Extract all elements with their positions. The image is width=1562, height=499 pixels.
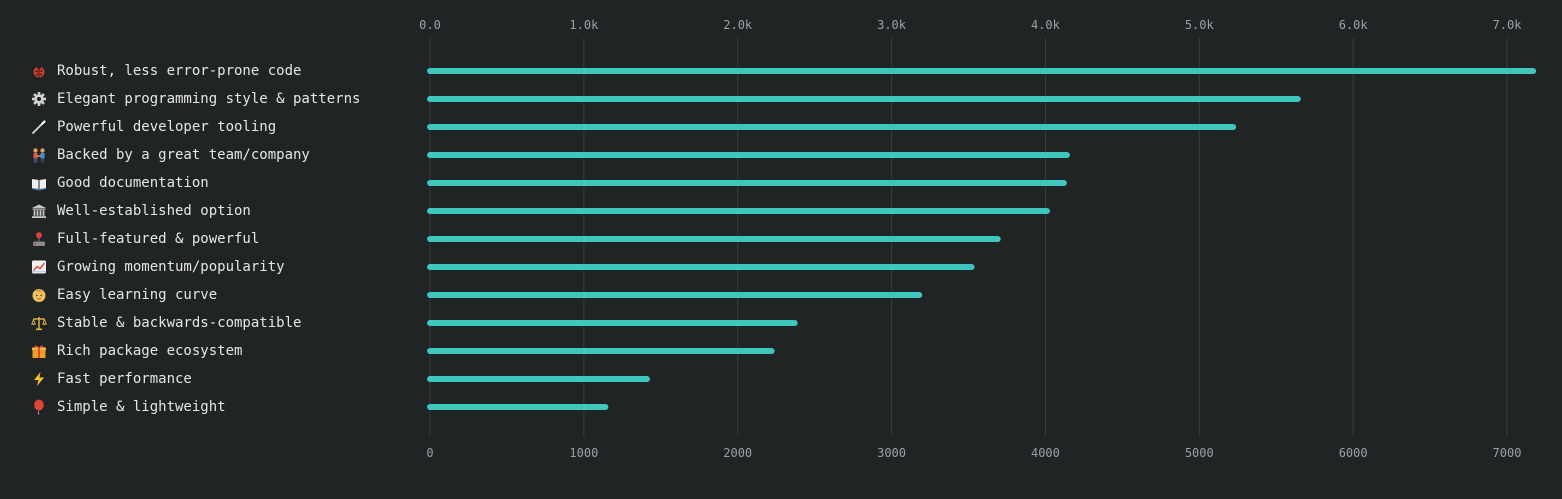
category-row: Simple & lightweight [31,397,226,417]
balance-scale-icon [31,315,47,331]
category-row: Well-established option [31,201,251,221]
people-holding-hands-icon [31,147,47,163]
bottom-tick-label: 7000 [1493,446,1522,460]
bottom-tick-label: 2000 [723,446,752,460]
top-tick-label: 5.0k [1185,18,1215,32]
category-label: Good documentation [57,175,209,191]
category-row: Growing momentum/popularity [31,257,285,277]
category-row: Fast performance [31,369,192,389]
bottom-tick-label: 4000 [1031,446,1060,460]
top-tick-label: 1.0k [569,18,599,32]
category-label: Fast performance [57,371,192,387]
baby-face-icon [31,287,47,303]
bottom-tick-label: 0 [426,446,433,460]
category-label: Simple & lightweight [57,399,226,415]
category-label: Powerful developer tooling [57,119,277,135]
bottom-tick-label: 3000 [877,446,906,460]
open-book-icon [31,175,47,191]
top-tick-label: 3.0k [877,18,907,32]
category-row: Rich package ecosystem [31,341,242,361]
category-label: Growing momentum/popularity [57,259,285,275]
ladybug-icon [31,63,47,79]
category-row: Good documentation [31,173,209,193]
category-label: Rich package ecosystem [57,343,243,359]
category-row: Powerful developer tooling [31,117,276,137]
category-label: Stable & backwards-compatible [57,315,302,331]
wand-icon [31,119,47,135]
category-label: Robust, less error-prone code [57,63,302,79]
category-row: Stable & backwards-compatible [31,313,301,333]
top-tick-label: 6.0k [1339,18,1369,32]
joystick-icon [31,231,47,247]
category-row: Easy learning curve [31,285,217,305]
category-row: Backed by a great team/company [31,145,310,165]
bottom-tick-label: 5000 [1185,446,1214,460]
top-tick-label: 7.0k [1493,18,1523,32]
category-label: Full-featured & powerful [57,231,260,247]
category-label: Elegant programming style & patterns [57,91,361,107]
lightning-icon [31,371,47,387]
top-tick-label: 0.0 [419,18,441,32]
category-label: Backed by a great team/company [57,147,310,163]
chart-increasing-icon [31,259,47,275]
category-row: Full-featured & powerful [31,229,259,249]
category-row: Robust, less error-prone code [31,61,301,81]
bottom-tick-label: 6000 [1339,446,1368,460]
balloon-icon [31,399,47,415]
gear-icon [31,91,47,107]
classical-building-icon [31,203,47,219]
category-label: Well-established option [57,203,251,219]
top-tick-label: 4.0k [1031,18,1061,32]
bottom-tick-label: 1000 [569,446,598,460]
gift-icon [31,343,47,359]
top-tick-label: 2.0k [723,18,753,32]
category-label: Easy learning curve [57,287,218,303]
category-row: Elegant programming style & patterns [31,89,360,109]
